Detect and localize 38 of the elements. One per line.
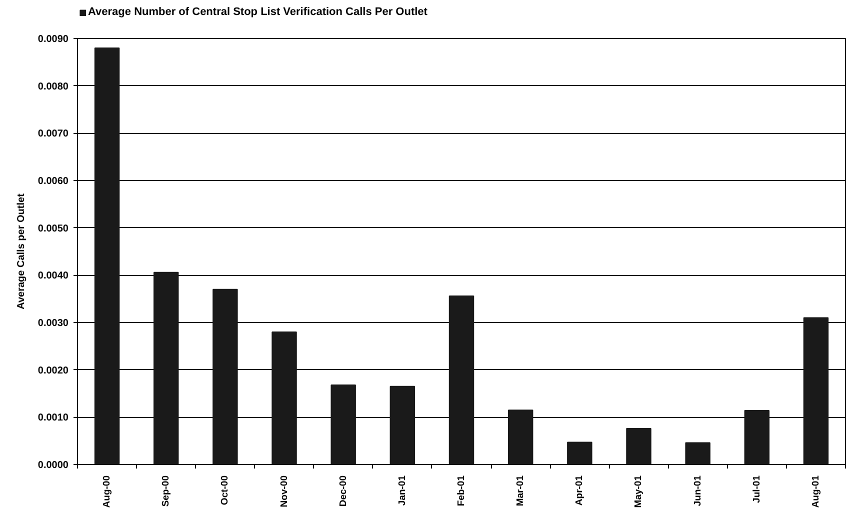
y-tick-label: 0.0080 — [38, 81, 69, 92]
bar — [390, 386, 416, 464]
bar — [626, 428, 652, 464]
y-tick-label: 0.0010 — [38, 412, 69, 424]
y-tick-label: 0.0060 — [38, 176, 69, 187]
x-tick-label: Feb-01 — [456, 474, 467, 506]
y-tick-label: 0.0000 — [38, 460, 69, 471]
x-tick-label: Aug-01 — [810, 474, 822, 508]
bar — [212, 288, 238, 464]
bar — [272, 331, 297, 464]
bar — [685, 442, 710, 464]
bar — [508, 410, 534, 464]
bar — [803, 317, 829, 464]
bar — [154, 272, 179, 464]
x-tick-label: Dec-00 — [338, 475, 349, 507]
y-tick-label: 0.0090 — [38, 34, 69, 45]
x-tick-label: Sep-00 — [160, 475, 172, 507]
x-tick-label: Jun-01 — [692, 474, 704, 506]
x-tick-label: Oct-00 — [220, 475, 231, 506]
y-axis-title: Average Calls per Outlet — [16, 192, 27, 310]
y-tick-label: 0.0030 — [38, 318, 69, 329]
y-tick-label: 0.0050 — [38, 223, 69, 234]
bar — [567, 442, 592, 464]
y-tick-label: 0.0070 — [38, 128, 69, 140]
y-tick-label: 0.0040 — [38, 270, 69, 282]
x-tick-label: Aug-00 — [102, 475, 113, 508]
bar — [94, 47, 120, 464]
legend-label: Average Number of Central Stop List Verification Calls Per Outlet — [88, 6, 428, 18]
bar — [448, 295, 474, 464]
x-tick-label: Jan-01 — [396, 474, 408, 506]
x-tick-label: Nov-00 — [278, 475, 290, 508]
x-tick-label: Mar-01 — [515, 474, 526, 506]
x-tick-label: Jul-01 — [751, 474, 762, 503]
x-tick-label: May-01 — [633, 474, 644, 508]
bar — [330, 384, 356, 464]
bar — [744, 410, 770, 464]
y-tick-label: 0.0020 — [38, 365, 69, 376]
x-tick-label: Apr-01 — [574, 474, 586, 506]
